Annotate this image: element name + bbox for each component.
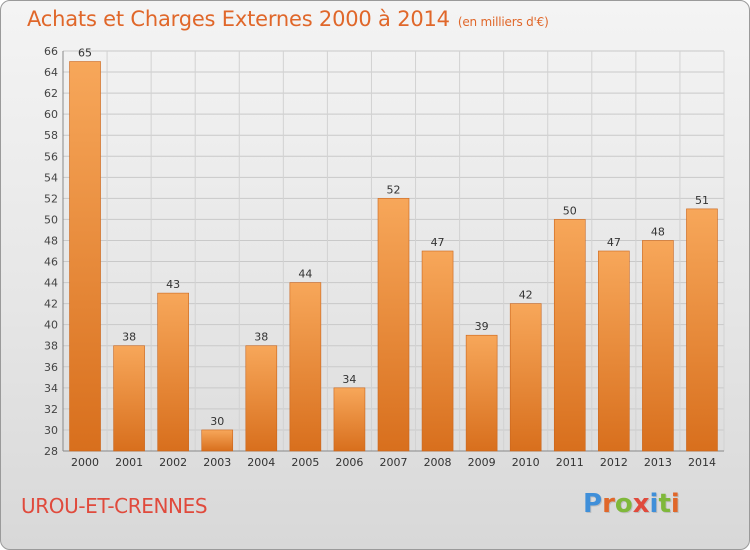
- bars: [69, 61, 718, 452]
- y-tick-label: 34: [44, 382, 58, 395]
- bar-2009[interactable]: [465, 334, 498, 452]
- data-label-2000: 65: [78, 47, 92, 60]
- x-tick-label-2010: 2010: [512, 456, 540, 469]
- data-label-2011: 50: [563, 204, 577, 217]
- y-tick-label: 58: [44, 129, 58, 142]
- y-tick-label: 60: [44, 108, 58, 121]
- data-labels: 65 38 43 30 38 44 34 52 47 39 42 50 47 48 51: [78, 47, 709, 428]
- x-tick-label-2013: 2013: [644, 456, 672, 469]
- x-tick-label-2003: 2003: [203, 456, 231, 469]
- data-label-2001: 38: [122, 331, 136, 344]
- data-label-2003: 30: [210, 415, 224, 428]
- x-tick-label-2014: 2014: [688, 456, 716, 469]
- x-tick-label-2006: 2006: [335, 456, 363, 469]
- y-tick-label: 48: [44, 234, 58, 247]
- bar-2002[interactable]: [157, 292, 189, 452]
- title-text: Achats et Charges Externes 2000 à 2014: [27, 7, 450, 31]
- data-label-2009: 39: [475, 320, 489, 333]
- bar-2014[interactable]: [686, 208, 718, 452]
- x-tick-label-2011: 2011: [556, 456, 584, 469]
- y-tick-label: 62: [44, 87, 58, 100]
- x-tick-label-2004: 2004: [247, 456, 275, 469]
- logo-letter: r: [602, 489, 615, 519]
- bar-2004[interactable]: [245, 345, 278, 452]
- y-tick-label: 38: [44, 340, 58, 353]
- data-label-2005: 44: [298, 268, 312, 281]
- y-tick-label: 44: [44, 277, 58, 290]
- data-label-2002: 43: [166, 278, 180, 291]
- logo-letter: i: [670, 489, 680, 519]
- logo-letter: i: [649, 489, 659, 519]
- bar-2012[interactable]: [598, 250, 630, 452]
- y-tick-label: 50: [44, 213, 58, 226]
- proxiti-logo[interactable]: Proxiti: [583, 489, 680, 519]
- x-tick-label-2000: 2000: [71, 456, 99, 469]
- logo-letter: P: [583, 489, 603, 519]
- axes: 28 30 32 34 36 38 40 42 44 46 48 50 52 54 56 58 60 62 64 66…: [44, 45, 724, 469]
- bar-2007[interactable]: [377, 198, 410, 452]
- data-label-2007: 52: [387, 183, 401, 196]
- y-tick-label: 28: [44, 445, 58, 458]
- bar-2006[interactable]: [333, 387, 366, 452]
- data-label-2010: 42: [519, 289, 533, 302]
- data-label-2012: 47: [607, 236, 621, 249]
- y-tick-label: 52: [44, 192, 58, 205]
- data-label-2004: 38: [254, 331, 268, 344]
- chart-subtitle: (en milliers d'€): [457, 15, 549, 29]
- bar-2003[interactable]: [201, 429, 234, 452]
- y-tick-label: 42: [44, 298, 58, 311]
- bar-2013[interactable]: [642, 240, 674, 452]
- bar-2000[interactable]: [69, 61, 101, 452]
- y-tick-label: 56: [44, 150, 58, 163]
- y-tick-label: 64: [44, 66, 58, 79]
- bar-2001[interactable]: [113, 345, 145, 452]
- city-name: UROU-ET-CRENNES: [21, 494, 208, 518]
- chart-title: Achats et Charges Externes 2000 à 2014 (e…: [27, 7, 549, 31]
- x-tick-label-2002: 2002: [159, 456, 187, 469]
- y-tick-label: 36: [44, 361, 58, 374]
- y-tick-label: 54: [44, 171, 58, 184]
- data-label-2008: 47: [431, 236, 445, 249]
- y-tick-label: 66: [44, 45, 58, 58]
- data-label-2014: 51: [695, 194, 709, 207]
- x-tick-label-2009: 2009: [468, 456, 496, 469]
- bar-2011[interactable]: [553, 219, 586, 452]
- data-label-2013: 48: [651, 225, 665, 238]
- x-tick-label-2001: 2001: [115, 456, 143, 469]
- logo-letter: t: [658, 489, 671, 519]
- logo-letter: o: [614, 489, 633, 519]
- y-tick-label: 46: [44, 256, 58, 269]
- data-label-2006: 34: [342, 373, 356, 386]
- y-tick-label: 32: [44, 403, 58, 416]
- x-tick-label-2005: 2005: [291, 456, 319, 469]
- x-tick-label-2012: 2012: [600, 456, 628, 469]
- bar-2010[interactable]: [509, 303, 542, 452]
- y-tick-label: 40: [44, 319, 58, 332]
- x-tick-label-2008: 2008: [424, 456, 452, 469]
- logo-letter: x: [632, 489, 650, 519]
- bar-2008[interactable]: [421, 250, 454, 452]
- bar-2005[interactable]: [289, 282, 322, 452]
- y-tick-label: 30: [44, 424, 58, 437]
- x-tick-label-2007: 2007: [380, 456, 408, 469]
